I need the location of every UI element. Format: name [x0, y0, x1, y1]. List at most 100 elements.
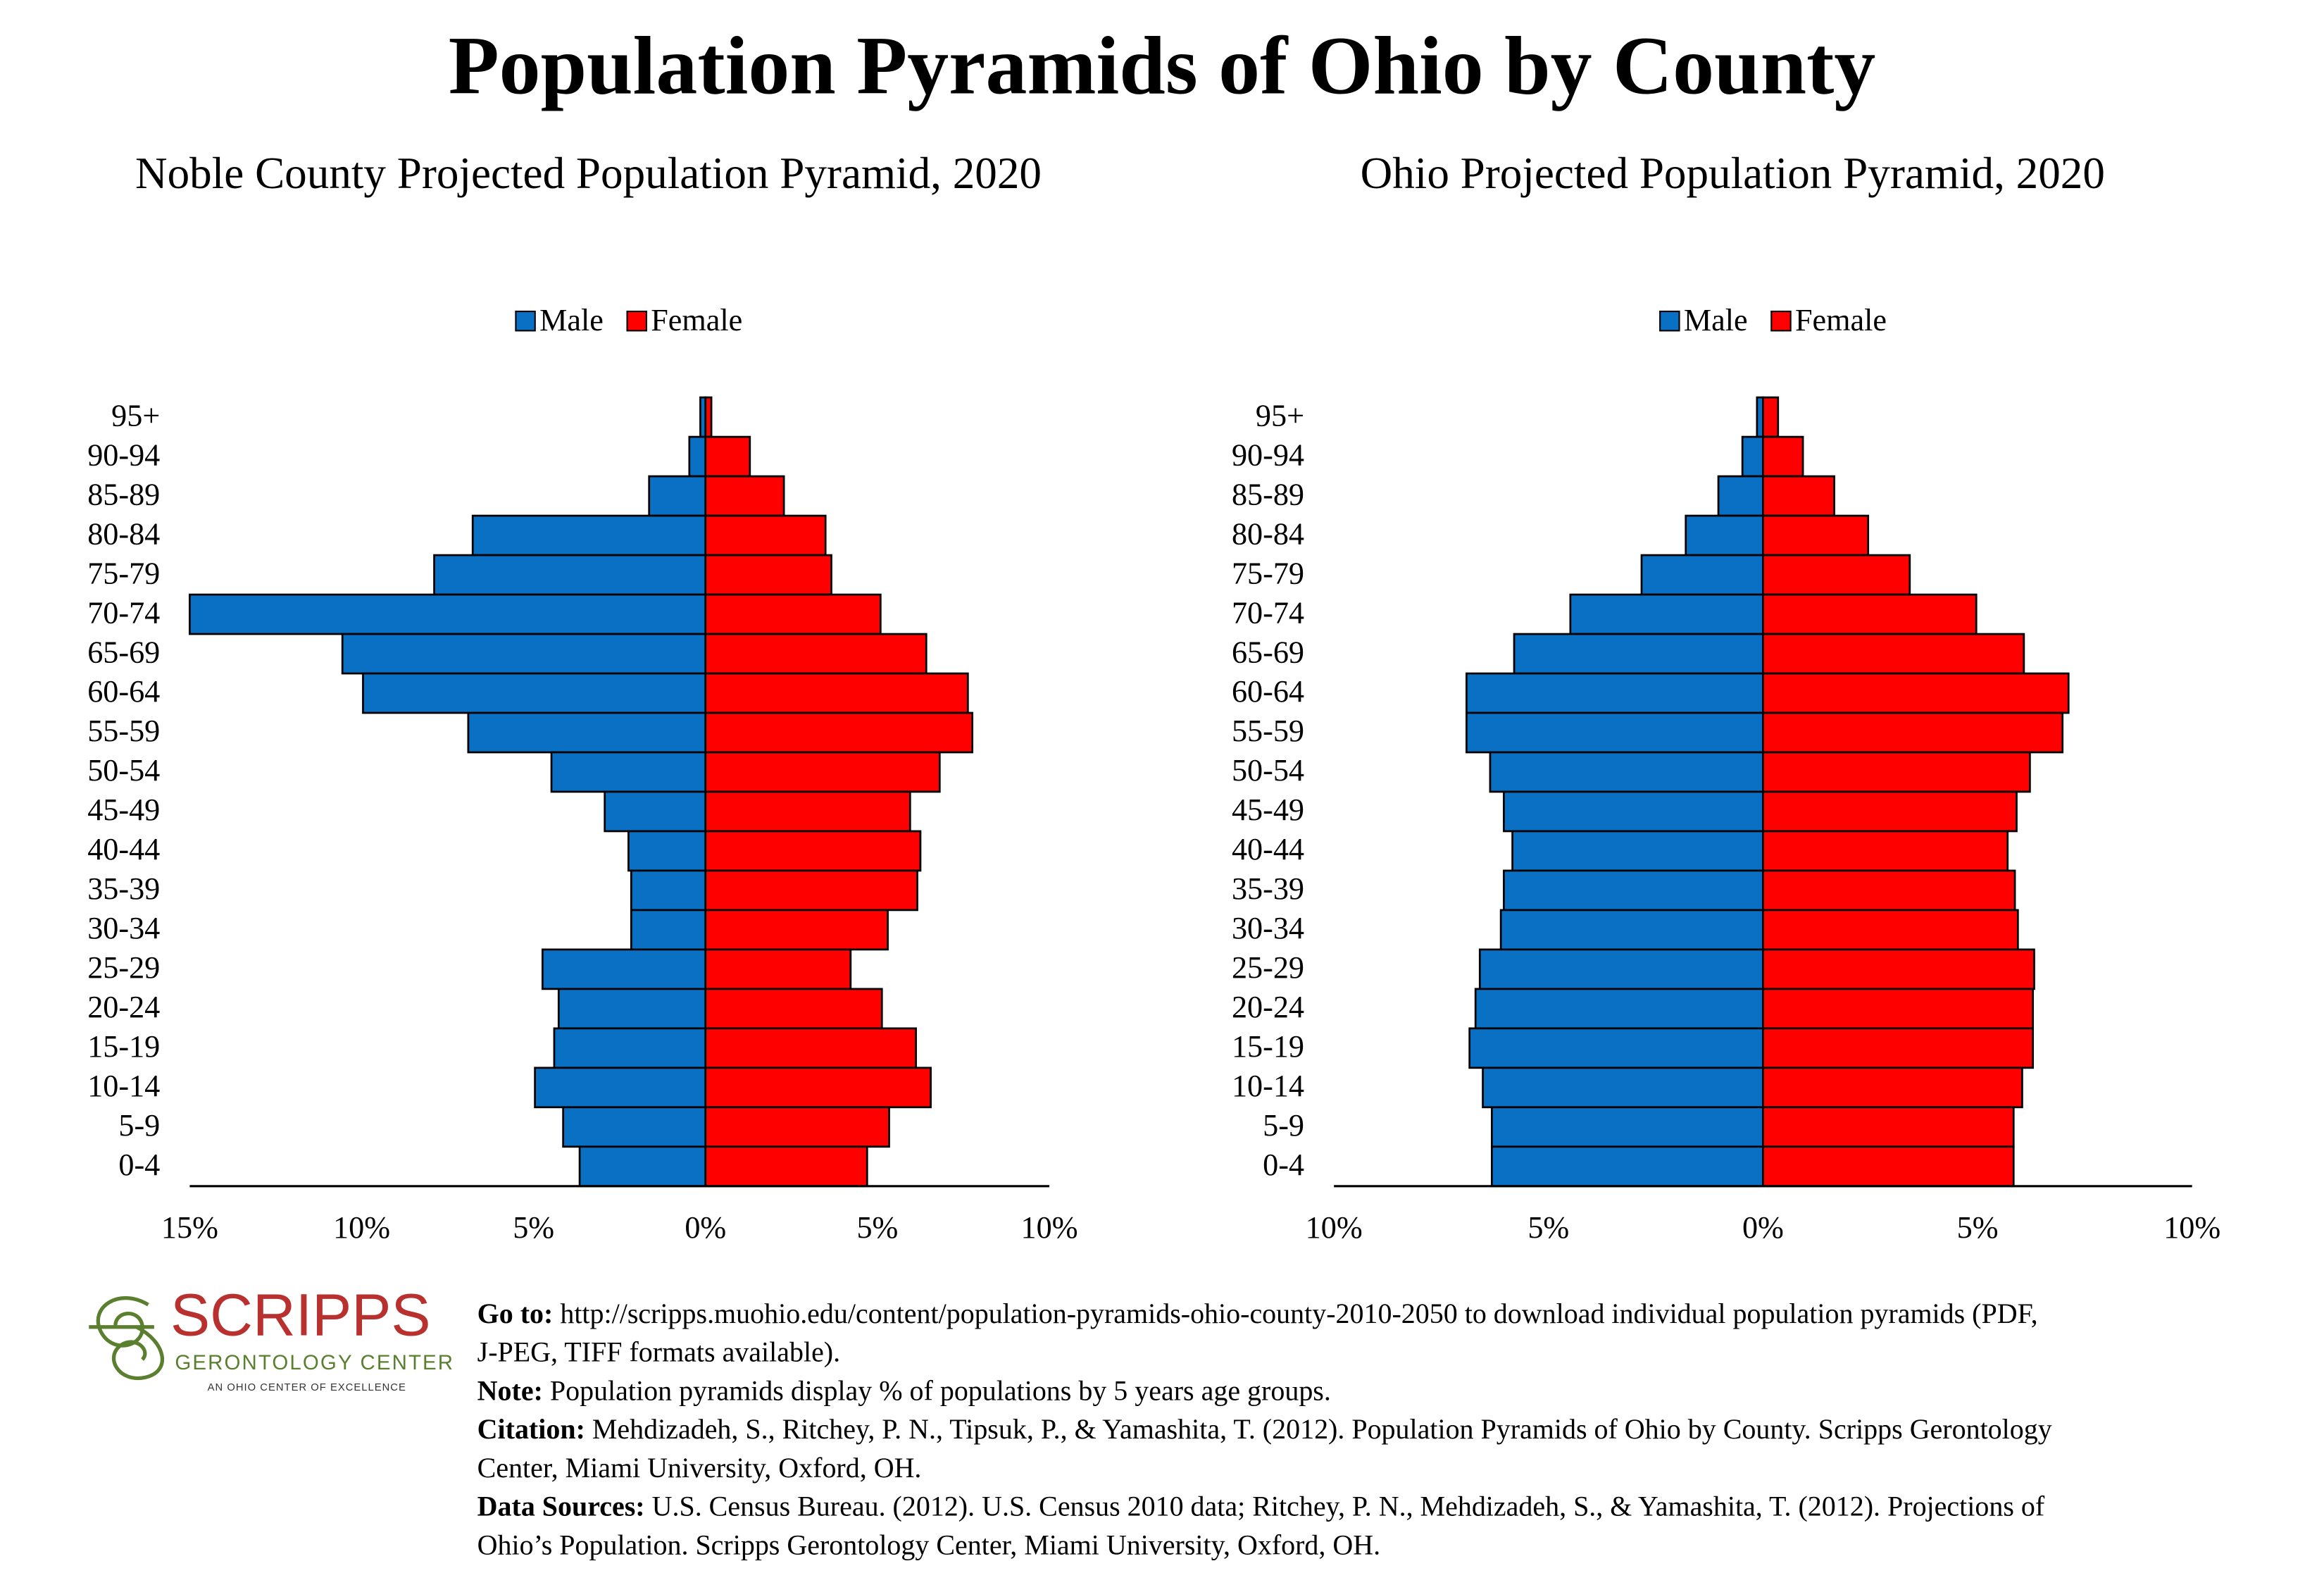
bar [1762, 790, 2018, 833]
logo-line: GERONTOLOGY CENTER [175, 1351, 454, 1374]
x-tick-label: 10% [2163, 1210, 2220, 1245]
x-tick-label: 5% [513, 1210, 554, 1245]
bar [1640, 554, 1764, 596]
bar [1741, 435, 1764, 478]
footer-line: Center, Miami University, Oxford, OH. [477, 1452, 922, 1484]
bar [1468, 1027, 1764, 1069]
bar [578, 1145, 707, 1188]
bar [704, 711, 974, 754]
bar [341, 633, 707, 675]
bar [1762, 475, 1835, 517]
bar [550, 751, 707, 793]
y-tick-label: 10-14 [1232, 1069, 1304, 1103]
bar [704, 988, 883, 1030]
footer-line: Ohio’s Population. Scripps Gerontology C… [477, 1529, 1380, 1560]
logo-name: SCRIPPS [170, 1281, 431, 1348]
footer-line: J-PEG, TIFF formats available). [477, 1336, 840, 1368]
bar [1503, 869, 1764, 912]
x-tick-label: 5% [1528, 1210, 1569, 1245]
bar [1466, 711, 1764, 754]
footer-line: Note: Population pyramids display % of p… [477, 1375, 1331, 1407]
bar [1490, 1106, 1764, 1148]
legend-swatch [515, 311, 536, 332]
bar [704, 672, 969, 714]
footer-label: Note: [477, 1375, 550, 1407]
footer-text: Center, Miami University, Oxford, OH. [477, 1452, 922, 1484]
bar [534, 1067, 707, 1109]
bar [704, 830, 922, 872]
y-tick-label: 80-84 [87, 516, 160, 551]
y-tick-label: 5-9 [118, 1108, 160, 1143]
bar [704, 790, 911, 833]
bar [433, 554, 707, 596]
y-tick-label: 75-79 [1232, 556, 1304, 590]
y-tick-label: 50-54 [87, 753, 160, 788]
x-tick-label: 15% [161, 1210, 218, 1245]
bar [189, 593, 707, 635]
bar [704, 1106, 890, 1148]
x-tick-label: 0% [1742, 1210, 1784, 1245]
bar [704, 633, 927, 675]
bar [704, 948, 852, 990]
bar [1511, 830, 1764, 872]
y-tick-label: 95+ [111, 398, 160, 433]
footer-line: Go to: http://scripps.muohio.edu/content… [477, 1298, 2038, 1329]
bar [1499, 909, 1764, 951]
bar [471, 514, 707, 557]
y-tick-label: 15-19 [87, 1029, 160, 1064]
bar [1762, 672, 2070, 714]
bar [1717, 475, 1764, 517]
bar [688, 435, 707, 478]
bar [1762, 830, 2009, 872]
bar [704, 514, 827, 557]
bar [1503, 790, 1764, 833]
y-tick-label: 40-44 [1232, 832, 1304, 866]
y-tick-label: 55-59 [87, 714, 160, 748]
legend-label: Male [1684, 303, 1748, 337]
y-tick-label: 20-24 [87, 990, 160, 1024]
bar [630, 909, 707, 951]
bar [362, 672, 707, 714]
bar [704, 751, 941, 793]
y-tick-label: 10-14 [87, 1069, 160, 1103]
bar [1762, 633, 2025, 675]
bar [1569, 593, 1764, 635]
y-tick-label: 25-29 [87, 950, 160, 985]
footer-text: Ohio’s Population. Scripps Gerontology C… [477, 1529, 1380, 1560]
legend-label: Male [539, 303, 604, 337]
bar [1762, 751, 2031, 793]
footer-label: Data Sources: [477, 1491, 652, 1522]
y-tick-label: 30-34 [87, 911, 160, 945]
footer-label: Citation: [477, 1413, 592, 1445]
bar [704, 1145, 868, 1188]
legend-swatch [1770, 311, 1792, 332]
y-tick-label: 85-89 [1232, 477, 1304, 511]
y-tick-label: 55-59 [1232, 714, 1304, 748]
y-tick-label: 95+ [1256, 398, 1304, 433]
bar [1466, 672, 1764, 714]
bar [1762, 869, 2016, 912]
y-tick-label: 45-49 [1232, 792, 1304, 827]
bar [1474, 988, 1764, 1030]
x-tick-label: 10% [1306, 1210, 1363, 1245]
bar [467, 711, 707, 754]
chart-subtitle: Ohio Projected Population Pyramid, 2020 [1361, 149, 2105, 198]
bar [1762, 593, 1978, 635]
footer-text: J-PEG, TIFF formats available). [477, 1336, 840, 1368]
bar [704, 435, 751, 478]
footer-label: Go to: [477, 1298, 561, 1329]
y-tick-label: 15-19 [1232, 1029, 1304, 1064]
footer-text: U.S. Census Bureau. (2012). U.S. Census … [652, 1491, 2045, 1522]
page-title: Population Pyramids of Ohio by County [449, 20, 1876, 111]
bar [557, 988, 707, 1030]
footer-text: http://scripps.muohio.edu/content/popula… [560, 1298, 2037, 1329]
x-tick-label: 5% [856, 1210, 898, 1245]
y-tick-label: 70-74 [87, 595, 160, 630]
y-tick-label: 75-79 [87, 556, 160, 590]
bar [1489, 751, 1764, 793]
bar [1762, 1067, 2023, 1109]
bar [704, 475, 785, 517]
logo: SCRIPPS GERONTOLOGY CENTER AN OHIO CENTE… [89, 1281, 454, 1393]
